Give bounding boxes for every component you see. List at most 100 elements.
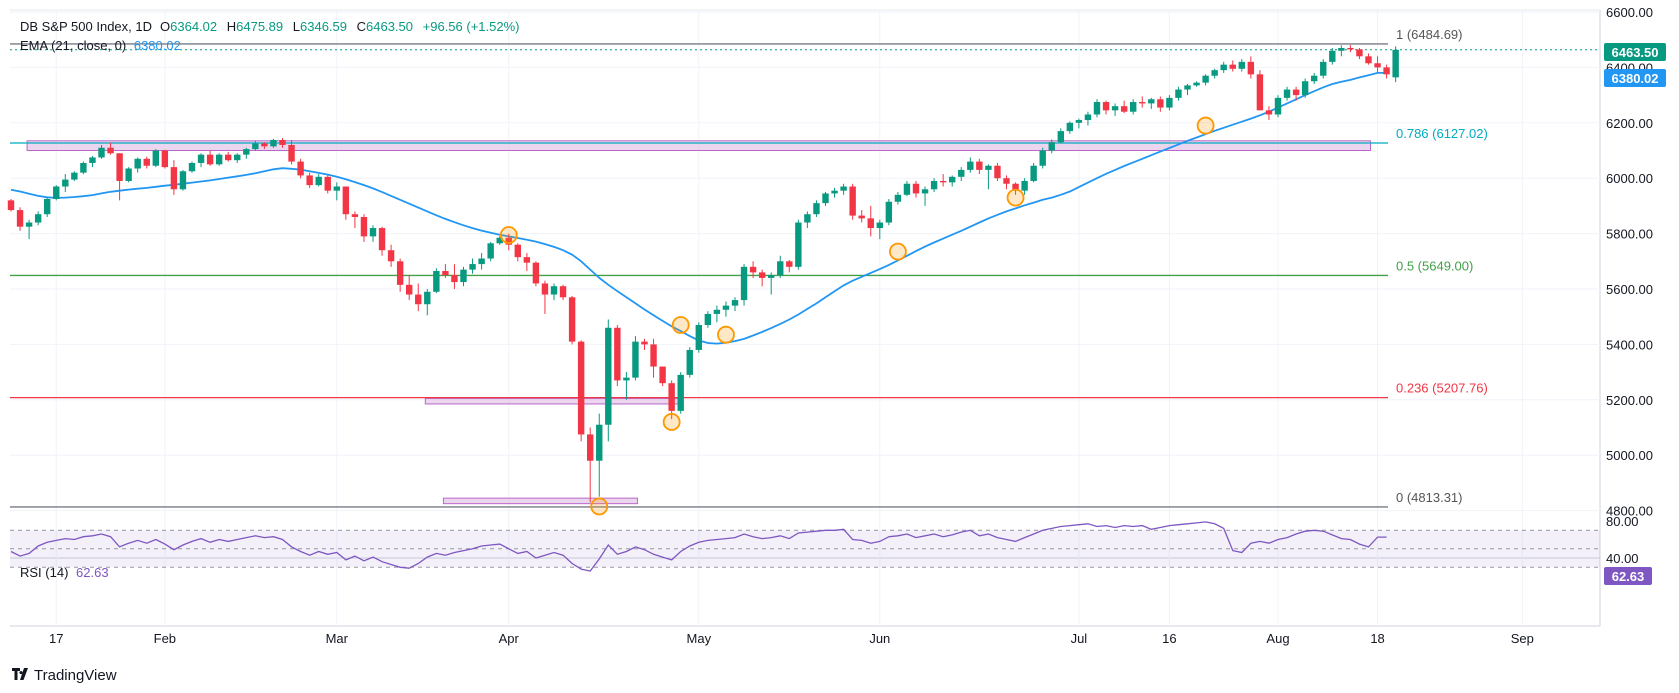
candle-up bbox=[44, 197, 51, 217]
candle-down bbox=[206, 150, 214, 166]
candle-body bbox=[587, 434, 594, 461]
candle-body bbox=[1184, 85, 1191, 90]
ema-legend[interactable]: EMA (21, close, 0) 6380.02 bbox=[20, 38, 181, 53]
candle-down bbox=[406, 275, 413, 301]
low-label: L bbox=[293, 19, 300, 34]
branding-text: TradingView bbox=[34, 667, 117, 684]
tradingview-logo[interactable]: TradingView bbox=[12, 667, 117, 684]
candle-up bbox=[197, 153, 205, 168]
header-legend[interactable]: DB S&P 500 Index, 1D O6364.02 H6475.89 L… bbox=[20, 19, 520, 580]
candle-body bbox=[958, 169, 965, 177]
candle-down bbox=[279, 138, 286, 148]
candle-down bbox=[324, 175, 331, 194]
price-tick-label: 6200.00 bbox=[1606, 116, 1653, 131]
rsi-legend[interactable]: RSI (14) 62.63 bbox=[20, 565, 109, 580]
candle-body bbox=[7, 200, 15, 211]
rsi-line-layer bbox=[10, 521, 1387, 572]
high-value: 6475.89 bbox=[236, 19, 283, 34]
candle-up bbox=[831, 187, 838, 198]
candle-body bbox=[143, 158, 150, 166]
candle-body bbox=[406, 284, 413, 295]
rsi-tick-label: 40.00 bbox=[1606, 551, 1639, 566]
candle-up bbox=[695, 322, 702, 353]
candle-body bbox=[1301, 81, 1309, 96]
candle-body bbox=[858, 215, 865, 219]
candle-body bbox=[1166, 97, 1173, 108]
candles bbox=[7, 44, 1399, 503]
close-value: 6463.50 bbox=[366, 19, 413, 34]
candle-down bbox=[641, 338, 648, 350]
candle-body bbox=[786, 261, 793, 267]
candle-down bbox=[1374, 56, 1381, 73]
candle-up bbox=[71, 171, 78, 181]
candle-up bbox=[1184, 84, 1191, 96]
candle-down bbox=[297, 158, 304, 179]
candle-up bbox=[252, 140, 259, 151]
candle-body bbox=[188, 162, 196, 172]
ema-price-badge-text: 6380.02 bbox=[1612, 71, 1659, 86]
candle-up bbox=[315, 174, 322, 187]
candle-up bbox=[813, 200, 820, 217]
time-tick-label: Jul bbox=[1071, 631, 1088, 646]
candle-body bbox=[813, 203, 820, 215]
candle-up bbox=[985, 164, 992, 190]
candle-up bbox=[1075, 118, 1083, 129]
price-tick-label: 5200.00 bbox=[1606, 393, 1653, 408]
candle-body bbox=[225, 154, 232, 161]
candle-body bbox=[1211, 70, 1218, 76]
candle-body bbox=[1265, 110, 1273, 115]
candle-up bbox=[605, 319, 612, 442]
candle-body bbox=[1075, 120, 1083, 123]
candle-down bbox=[1292, 86, 1300, 101]
low-value: 6346.59 bbox=[300, 19, 347, 34]
candle-up bbox=[1021, 178, 1028, 195]
candle-body bbox=[107, 147, 114, 154]
candle-body bbox=[98, 147, 105, 158]
open-value: 6364.02 bbox=[170, 19, 217, 34]
candle-up bbox=[1111, 103, 1119, 116]
candle-up bbox=[152, 149, 159, 168]
candle-body bbox=[722, 305, 730, 310]
candle-body bbox=[1274, 97, 1282, 115]
candle-body bbox=[894, 194, 902, 202]
candle-body bbox=[125, 168, 132, 181]
candle-down bbox=[116, 153, 123, 201]
candle-body bbox=[939, 180, 947, 183]
candle-up bbox=[125, 167, 132, 183]
candle-body bbox=[985, 165, 992, 170]
candle-down bbox=[1012, 182, 1019, 195]
candle-body bbox=[179, 171, 187, 190]
touch-marker bbox=[717, 325, 735, 344]
candle-down bbox=[939, 174, 947, 187]
candle-body bbox=[496, 237, 503, 244]
candle-body bbox=[1283, 89, 1291, 98]
price-tick-label: 5600.00 bbox=[1606, 282, 1653, 297]
candle-body bbox=[777, 261, 784, 276]
candle-body bbox=[804, 214, 811, 223]
candle-body bbox=[1175, 89, 1182, 98]
symbol-title: DB S&P 500 Index, 1D bbox=[20, 19, 152, 34]
candle-body bbox=[53, 186, 60, 199]
candle-up bbox=[1048, 139, 1055, 154]
time-tick-label: 16 bbox=[1162, 631, 1176, 646]
grid-layer bbox=[10, 10, 1600, 626]
candle-body bbox=[1320, 61, 1327, 76]
candle-body bbox=[876, 222, 883, 229]
candle-body bbox=[297, 161, 304, 176]
candle-body bbox=[1311, 75, 1318, 82]
candle-body bbox=[170, 167, 178, 190]
candle-up bbox=[1238, 59, 1245, 72]
candle-body bbox=[161, 150, 169, 168]
candle-up bbox=[1202, 74, 1209, 86]
candle-down bbox=[1383, 64, 1390, 79]
touch-marker bbox=[889, 242, 907, 261]
candle-body bbox=[1039, 150, 1046, 166]
tradingview-logo-icon bbox=[12, 668, 28, 680]
candle-body bbox=[215, 154, 223, 165]
candle-body bbox=[749, 266, 757, 273]
candle-body bbox=[605, 327, 612, 425]
candle-body bbox=[387, 250, 395, 262]
candle-up bbox=[1130, 99, 1137, 115]
support-zone bbox=[424, 397, 684, 405]
